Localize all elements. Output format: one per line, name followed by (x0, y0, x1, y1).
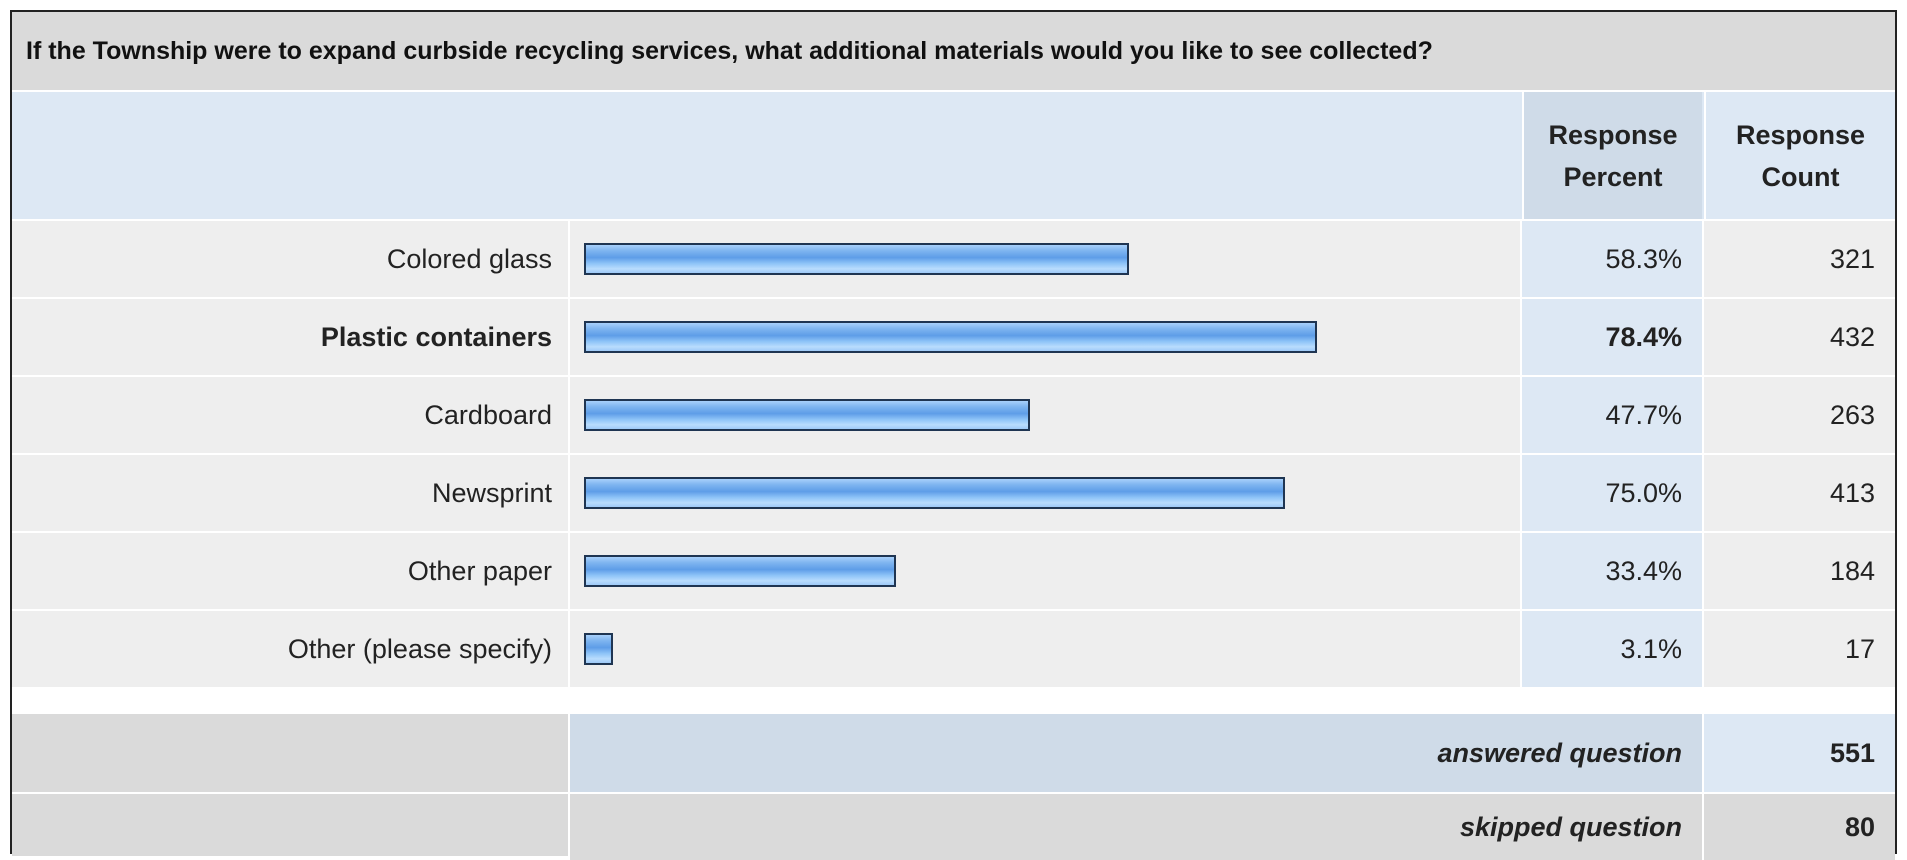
survey-results-table: If the Township were to expand curbside … (10, 10, 1897, 860)
response-count-value: 432 (1702, 299, 1895, 375)
answer-row: Other paper 33.4% 184 (12, 531, 1895, 609)
response-percent-value: 78.4% (1520, 299, 1702, 375)
answer-label: Plastic containers (320, 321, 552, 352)
response-count-value: 413 (1702, 455, 1895, 531)
question-title: If the Township were to expand curbside … (26, 36, 1433, 65)
answer-row: Cardboard 47.7% 263 (12, 375, 1895, 453)
bar (584, 321, 1317, 353)
answer-label: Colored glass (386, 243, 552, 274)
bar (584, 399, 1030, 431)
skipped-row: skipped question 80 (12, 792, 1895, 860)
answer-row: Other (please specify) 3.1% 17 (12, 609, 1895, 687)
response-count-header-label: Response Count (1735, 119, 1866, 192)
answered-row: answered question 551 (12, 712, 1895, 792)
bar (584, 477, 1285, 509)
question-title-bar: If the Township were to expand curbside … (12, 12, 1895, 92)
column-header-row: Response Percent Response Count (12, 92, 1895, 219)
response-percent-value: 47.7% (1520, 377, 1702, 453)
bar-cell (568, 377, 1520, 453)
response-count-value: 184 (1702, 533, 1895, 609)
bar (584, 633, 613, 665)
answer-row: Plastic containers 78.4% 432 (12, 297, 1895, 375)
answer-label: Other (please specify) (287, 633, 552, 664)
bar-cell (568, 455, 1520, 531)
answered-value: 551 (1702, 714, 1895, 792)
bar-cell (568, 221, 1520, 297)
response-percent-value: 75.0% (1520, 455, 1702, 531)
response-percent-value: 3.1% (1520, 611, 1702, 687)
response-percent-value: 33.4% (1520, 533, 1702, 609)
bar-cell (568, 533, 1520, 609)
bar (584, 555, 896, 587)
response-percent-header: Response Percent (1522, 92, 1702, 219)
response-count-value: 321 (1702, 221, 1895, 297)
response-percent-value: 58.3% (1520, 221, 1702, 297)
skipped-value: 80 (1702, 794, 1895, 860)
bar (584, 243, 1129, 275)
answer-label: Newsprint (431, 477, 552, 508)
answered-label: answered question (568, 714, 1702, 792)
answer-label: Other paper (407, 555, 552, 586)
skipped-label: skipped question (568, 794, 1702, 860)
response-count-value: 17 (1702, 611, 1895, 687)
bar-cell (568, 299, 1520, 375)
response-percent-header-label: Response Percent (1548, 119, 1678, 192)
response-count-header: Response Count (1704, 92, 1895, 219)
answer-row: Newsprint 75.0% 413 (12, 453, 1895, 531)
bar-cell (568, 611, 1520, 687)
response-count-value: 263 (1702, 377, 1895, 453)
answer-row: Colored glass 58.3% 321 (12, 219, 1895, 297)
answer-label: Cardboard (424, 399, 552, 430)
